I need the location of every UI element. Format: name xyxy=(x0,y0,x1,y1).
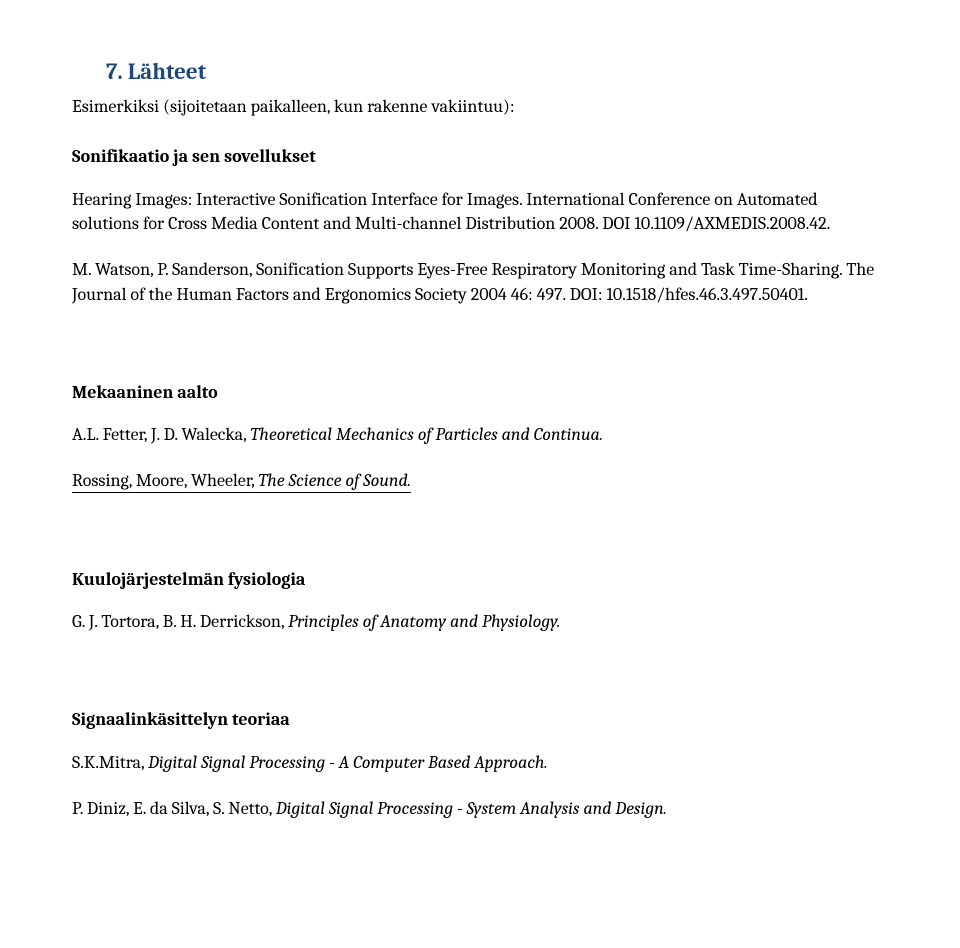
section-heading: 7. Lähteet xyxy=(72,56,888,87)
reference-entry: S.K.Mitra, Digital Signal Processing - A… xyxy=(72,751,888,775)
reference-author: S.K.Mitra, xyxy=(72,752,148,773)
reference-author: G. J. Tortora, B. H. Derrickson, xyxy=(72,611,288,632)
reference-entry: G. J. Tortora, B. H. Derrickson, Princip… xyxy=(72,610,888,634)
intro-text: Esimerkiksi (sijoitetaan paikalleen, kun… xyxy=(72,95,888,119)
reference-entry: Rossing, Moore, Wheeler, The Science of … xyxy=(72,469,888,493)
reference-title-italic: The Science of Sound. xyxy=(258,470,411,491)
reference-title-italic: Digital Signal Processing - A Computer B… xyxy=(148,752,548,773)
subheading-sonifikaatio: Sonifikaatio ja sen sovellukset xyxy=(72,145,888,169)
subheading-mekaaninen: Mekaaninen aalto xyxy=(72,381,888,405)
reference-entry: M. Watson, P. Sanderson, Sonification Su… xyxy=(72,258,888,307)
subheading-signaali: Signaalinkäsittelyn teoriaa xyxy=(72,708,888,732)
reference-author: Rossing, Moore, Wheeler, xyxy=(72,470,258,491)
reference-entry: A.L. Fetter, J. D. Walecka, Theoretical … xyxy=(72,423,888,447)
reference-title-italic: Digital Signal Processing - System Analy… xyxy=(276,798,667,819)
reference-entry: P. Diniz, E. da Silva, S. Netto, Digital… xyxy=(72,797,888,821)
reference-entry: Hearing Images: Interactive Sonification… xyxy=(72,188,888,237)
reference-title-italic: Principles of Anatomy and Physiology. xyxy=(288,611,560,632)
reference-title-italic: Theoretical Mechanics of Particles and C… xyxy=(250,424,603,445)
subheading-kuulo: Kuulojärjestelmän fysiologia xyxy=(72,568,888,592)
reference-author: P. Diniz, E. da Silva, S. Netto, xyxy=(72,798,276,819)
reference-author: A.L. Fetter, J. D. Walecka, xyxy=(72,424,250,445)
